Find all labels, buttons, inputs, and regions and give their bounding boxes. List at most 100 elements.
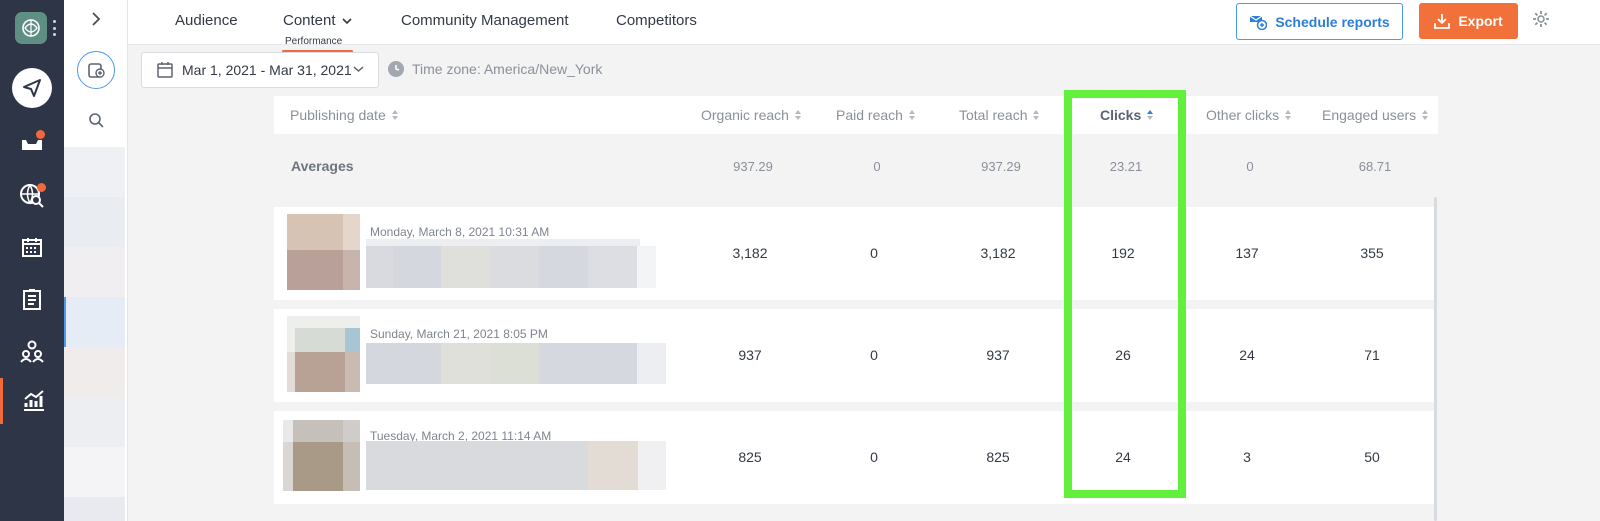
tab-competitors[interactable]: Competitors bbox=[616, 12, 697, 29]
sort-icon bbox=[1033, 110, 1040, 120]
post-date: Sunday, March 21, 2021 8:05 PM bbox=[370, 327, 548, 341]
team-icon bbox=[20, 340, 44, 363]
sort-icon bbox=[908, 110, 915, 120]
more-vertical-icon[interactable] bbox=[52, 20, 56, 36]
calendar-small-icon bbox=[157, 62, 173, 78]
clicks-cell: 192 bbox=[1111, 245, 1135, 261]
column-header-paid-reach[interactable]: Paid reach bbox=[836, 107, 915, 123]
profile-avatar[interactable] bbox=[64, 147, 125, 197]
column-header-clicks[interactable]: Clicks bbox=[1100, 107, 1154, 123]
avg-organic-reach: 937.29 bbox=[733, 159, 773, 174]
clicks-cell: 26 bbox=[1115, 347, 1131, 363]
post-thumbnail bbox=[283, 420, 360, 496]
post-date: Tuesday, March 2, 2021 11:14 AM bbox=[370, 429, 552, 443]
avg-engaged-users: 68.71 bbox=[1358, 159, 1392, 174]
paid-reach-cell: 0 bbox=[870, 347, 878, 363]
profile-avatar[interactable] bbox=[64, 347, 125, 397]
profile-avatar[interactable] bbox=[64, 497, 125, 521]
profile-avatar[interactable] bbox=[64, 297, 125, 347]
tasks-icon bbox=[23, 289, 41, 310]
search-icon[interactable] bbox=[84, 108, 108, 132]
averages-row: Averages 937.29 0 937.29 23.21 0 68.71 bbox=[274, 142, 1438, 192]
nav-team[interactable] bbox=[0, 328, 64, 374]
sort-icon bbox=[391, 110, 398, 120]
engaged-users-cell: 71 bbox=[1364, 347, 1380, 363]
other-clicks-cell: 24 bbox=[1239, 347, 1255, 363]
profile-avatar[interactable] bbox=[64, 397, 125, 447]
download-icon bbox=[1434, 14, 1451, 29]
send-icon bbox=[12, 68, 52, 108]
chevron-right-icon[interactable] bbox=[86, 8, 106, 30]
organic-reach-cell: 825 bbox=[738, 449, 762, 465]
total-reach-cell: 825 bbox=[986, 449, 1010, 465]
nav-publish[interactable] bbox=[0, 65, 64, 111]
total-reach-cell: 937 bbox=[986, 347, 1010, 363]
tab-content[interactable]: Content Performance bbox=[282, 12, 353, 53]
post-text-preview bbox=[366, 441, 666, 490]
active-tab-indicator bbox=[282, 50, 353, 53]
export-button[interactable]: Export bbox=[1419, 3, 1518, 39]
schedule-reports-button[interactable]: Schedule reports bbox=[1236, 3, 1403, 40]
app-logo-icon[interactable] bbox=[15, 12, 47, 44]
table-row[interactable]: Sunday, March 21, 2021 8:05 PM 937 0 937… bbox=[274, 309, 1434, 402]
timezone-label: Time zone: America/New_York bbox=[388, 61, 602, 77]
clicks-cell: 24 bbox=[1115, 449, 1131, 465]
paid-reach-cell: 0 bbox=[870, 245, 878, 261]
chevron-down-icon bbox=[353, 66, 364, 73]
post-thumbnail bbox=[287, 214, 360, 290]
calendar-icon bbox=[22, 238, 42, 257]
table-row[interactable]: Tuesday, March 2, 2021 11:14 AM 825 0 82… bbox=[274, 411, 1434, 504]
avg-clicks: 23.21 bbox=[1109, 159, 1143, 174]
tab-content-sublabel: Performance bbox=[285, 36, 343, 47]
engaged-users-cell: 50 bbox=[1364, 449, 1380, 465]
profile-avatar[interactable] bbox=[64, 447, 125, 497]
clock-icon bbox=[388, 61, 404, 77]
top-bar: Audience Content Performance Community M… bbox=[128, 0, 1600, 53]
column-header-engaged-users[interactable]: Engaged users bbox=[1322, 107, 1429, 123]
tab-audience[interactable]: Audience bbox=[175, 12, 238, 29]
listening-icon bbox=[20, 184, 44, 208]
column-header-total-reach[interactable]: Total reach bbox=[959, 107, 1040, 123]
sort-icon bbox=[794, 110, 801, 120]
nav-inbox[interactable] bbox=[0, 119, 64, 165]
engaged-users-cell: 355 bbox=[1360, 245, 1384, 261]
nav-listening[interactable] bbox=[0, 172, 64, 218]
other-clicks-cell: 3 bbox=[1243, 449, 1251, 465]
sort-icon bbox=[1285, 110, 1292, 120]
clicks-column-highlight bbox=[1064, 90, 1186, 498]
main-nav-rail bbox=[0, 0, 64, 521]
avg-paid-reach: 0 bbox=[873, 159, 881, 174]
post-thumbnail bbox=[287, 316, 360, 392]
column-header-other-clicks[interactable]: Other clicks bbox=[1206, 107, 1292, 123]
organic-reach-cell: 3,182 bbox=[732, 245, 768, 261]
column-header-organic-reach[interactable]: Organic reach bbox=[701, 107, 801, 123]
profile-avatar[interactable] bbox=[64, 197, 125, 247]
chevron-down-icon bbox=[342, 18, 352, 25]
gear-icon[interactable] bbox=[1532, 10, 1552, 30]
total-reach-cell: 3,182 bbox=[980, 245, 1016, 261]
table-row[interactable]: Monday, March 8, 2021 10:31 AM 3,182 0 3… bbox=[274, 207, 1434, 300]
post-text-preview bbox=[366, 239, 656, 288]
paid-reach-cell: 0 bbox=[870, 449, 878, 465]
sort-icon bbox=[1147, 110, 1154, 120]
nav-analytics[interactable] bbox=[0, 378, 64, 424]
column-header-publishing-date[interactable]: Publishing date bbox=[290, 107, 398, 123]
nav-calendar[interactable] bbox=[0, 224, 64, 270]
profile-avatar[interactable] bbox=[64, 247, 125, 297]
table-scrollbar[interactable] bbox=[1434, 197, 1437, 521]
analytics-icon bbox=[23, 390, 44, 411]
inbox-icon bbox=[22, 140, 42, 150]
date-range-picker[interactable]: Mar 1, 2021 - Mar 31, 2021 bbox=[141, 52, 379, 88]
profile-sidebar bbox=[64, 0, 128, 521]
post-text-preview bbox=[366, 341, 666, 390]
organic-reach-cell: 937 bbox=[738, 347, 762, 363]
date-range-value: Mar 1, 2021 - Mar 31, 2021 bbox=[182, 62, 352, 78]
avg-other-clicks: 0 bbox=[1246, 159, 1254, 174]
schedule-report-icon bbox=[1249, 15, 1268, 30]
add-profile-icon[interactable] bbox=[77, 51, 115, 89]
nav-tasks[interactable] bbox=[0, 276, 64, 322]
tab-community-management[interactable]: Community Management bbox=[401, 12, 569, 29]
avg-total-reach: 937.29 bbox=[981, 159, 1021, 174]
sort-icon bbox=[1422, 110, 1429, 120]
other-clicks-cell: 137 bbox=[1235, 245, 1259, 261]
